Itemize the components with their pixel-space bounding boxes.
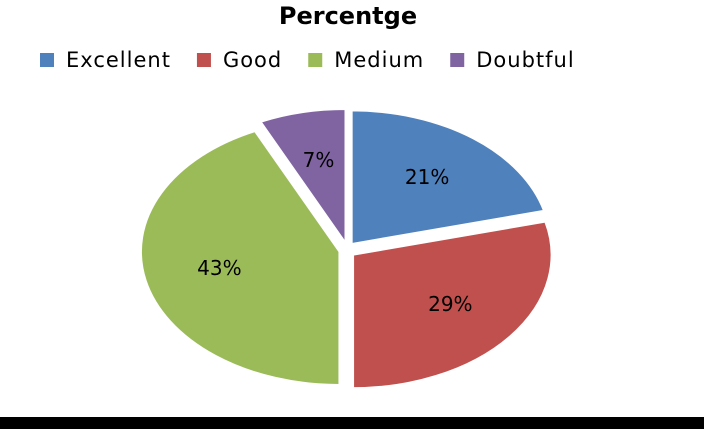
legend-swatch — [196, 53, 211, 67]
pie-slice — [259, 108, 347, 245]
legend-swatch — [308, 53, 323, 67]
chart-title: Percentge — [279, 2, 417, 30]
legend-swatch — [450, 53, 465, 67]
bottom-bar — [0, 417, 704, 429]
legend-label: Excellent — [66, 48, 171, 72]
data-label: 21% — [405, 165, 449, 189]
data-label: 43% — [197, 256, 241, 280]
pie: 21% 29% 43% 7% — [140, 108, 553, 389]
legend-label: Doubtful — [476, 48, 574, 72]
data-label: 7% — [303, 148, 335, 172]
legend-swatch — [40, 53, 54, 67]
pie-slice — [140, 130, 340, 386]
data-label: 29% — [428, 292, 472, 316]
legend-label: Medium — [334, 48, 424, 72]
pie-slice — [351, 109, 545, 245]
pie-slice — [352, 220, 553, 389]
legend-label: Good — [223, 48, 282, 72]
legend: Excellent Good Medium Doubtful — [40, 48, 574, 72]
